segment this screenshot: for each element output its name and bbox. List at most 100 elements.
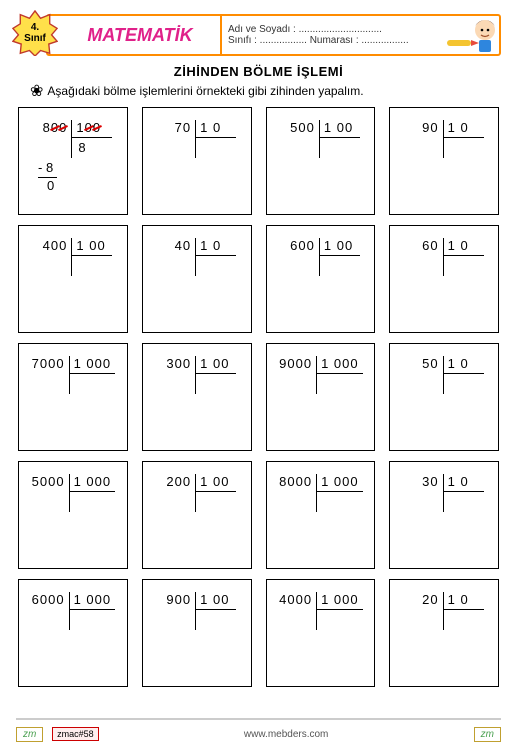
problem-cell: 40001 000 [266, 579, 376, 687]
divisor: 1 0 [195, 238, 236, 256]
flower-bullet-icon: ❀ [30, 81, 43, 101]
quotient [195, 374, 236, 394]
instruction-text: Aşağıdaki bölme işlemlerini örnekteki gi… [47, 84, 363, 98]
title-bar: MATEMATİK Adı ve Soyadı : ..............… [46, 14, 501, 56]
quotient [443, 492, 484, 512]
quotient [195, 610, 236, 630]
quotient [195, 492, 236, 512]
divisor: 1 000 [316, 474, 363, 492]
problem-grid: 8001008- 80701 05001 00901 04001 00401 0… [16, 107, 501, 687]
example-work: - 80 [25, 160, 121, 193]
divisor: 1 0 [443, 120, 484, 138]
divisor: 1 0 [443, 474, 484, 492]
divisor: 1 000 [316, 356, 363, 374]
quotient [316, 492, 363, 512]
problem-cell: 601 0 [389, 225, 499, 333]
dividend: 7000 [31, 356, 69, 371]
dividend: 9000 [278, 356, 316, 371]
badge-line2: Sınıf [24, 33, 46, 44]
problem-cell: 901 0 [389, 107, 499, 215]
footer-url: www.mebders.com [244, 729, 328, 740]
quotient [443, 610, 484, 630]
brand-badge-right: zm [474, 727, 501, 742]
quotient [71, 256, 112, 276]
header: 4. Sınıf MATEMATİK Adı ve Soyadı : .....… [16, 8, 501, 58]
divisor: 1 0 [443, 592, 484, 610]
divisor: 1 00 [195, 356, 236, 374]
page-title: ZİHİNDEN BÖLME İŞLEMİ [16, 64, 501, 79]
quotient [195, 256, 236, 276]
dividend: 600 [281, 238, 319, 253]
dividend: 8000 [278, 474, 316, 489]
name-fields: Adı ve Soyadı : ........................… [222, 16, 499, 54]
badge-line1: 4. [31, 22, 39, 33]
footer: zm zmac#58 www.mebders.com zm [16, 724, 501, 744]
problem-cell: 5001 00 [266, 107, 376, 215]
problem-cell: 50001 000 [18, 461, 128, 569]
quotient [443, 256, 484, 276]
problem-cell: 8001008- 80 [18, 107, 128, 215]
dividend: 50 [405, 356, 443, 371]
quotient [69, 492, 116, 512]
problem-cell: 70001 000 [18, 343, 128, 451]
divisor: 1 00 [195, 474, 236, 492]
divisor: 1 000 [69, 474, 116, 492]
grade-badge: 4. Sınıf [12, 10, 58, 56]
dividend: 30 [405, 474, 443, 489]
dividend: 70 [157, 120, 195, 135]
dividend: 900 [157, 592, 195, 607]
problem-cell: 701 0 [142, 107, 252, 215]
quotient [443, 138, 484, 158]
dividend: 400 [33, 238, 71, 253]
problem-cell: 301 0 [389, 461, 499, 569]
problem-cell: 401 0 [142, 225, 252, 333]
problem-cell: 90001 000 [266, 343, 376, 451]
quotient [319, 138, 360, 158]
problem-cell: 3001 00 [142, 343, 252, 451]
quotient [316, 374, 363, 394]
divisor: 1 0 [443, 238, 484, 256]
divisor: 1 00 [71, 238, 112, 256]
quotient [443, 374, 484, 394]
code-badge: zmac#58 [52, 727, 99, 741]
dividend: 6000 [31, 592, 69, 607]
mascot-icon [445, 12, 497, 56]
problem-cell: 201 0 [389, 579, 499, 687]
divisor: 1 000 [69, 592, 116, 610]
quotient [316, 610, 363, 630]
quotient [319, 256, 360, 276]
divisor: 1 00 [319, 120, 360, 138]
footer-divider [16, 718, 501, 720]
dividend: 800 [33, 120, 71, 135]
problem-cell: 4001 00 [18, 225, 128, 333]
divisor: 1 00 [319, 238, 360, 256]
problem-cell: 501 0 [389, 343, 499, 451]
dividend: 20 [405, 592, 443, 607]
problem-cell: 2001 00 [142, 461, 252, 569]
problem-cell: 6001 00 [266, 225, 376, 333]
problem-cell: 60001 000 [18, 579, 128, 687]
divisor: 1 0 [195, 120, 236, 138]
divisor: 1 0 [443, 356, 484, 374]
dividend: 90 [405, 120, 443, 135]
quotient [195, 138, 236, 158]
brand-badge: zm [16, 727, 43, 742]
dividend: 40 [157, 238, 195, 253]
problem-cell: 9001 00 [142, 579, 252, 687]
dividend: 500 [281, 120, 319, 135]
dividend: 5000 [31, 474, 69, 489]
divisor: 100 [71, 120, 112, 138]
dividend: 4000 [278, 592, 316, 607]
quotient: 8 [71, 138, 112, 158]
subject-title: MATEMATİK [48, 16, 222, 54]
problem-cell: 80001 000 [266, 461, 376, 569]
quotient [69, 374, 116, 394]
divisor: 1 000 [316, 592, 363, 610]
dividend: 60 [405, 238, 443, 253]
divisor: 1 00 [195, 592, 236, 610]
dividend: 200 [157, 474, 195, 489]
dividend: 300 [157, 356, 195, 371]
divisor: 1 000 [69, 356, 116, 374]
quotient [69, 610, 116, 630]
instruction: ❀ Aşağıdaki bölme işlemlerini örnekteki … [16, 81, 501, 101]
